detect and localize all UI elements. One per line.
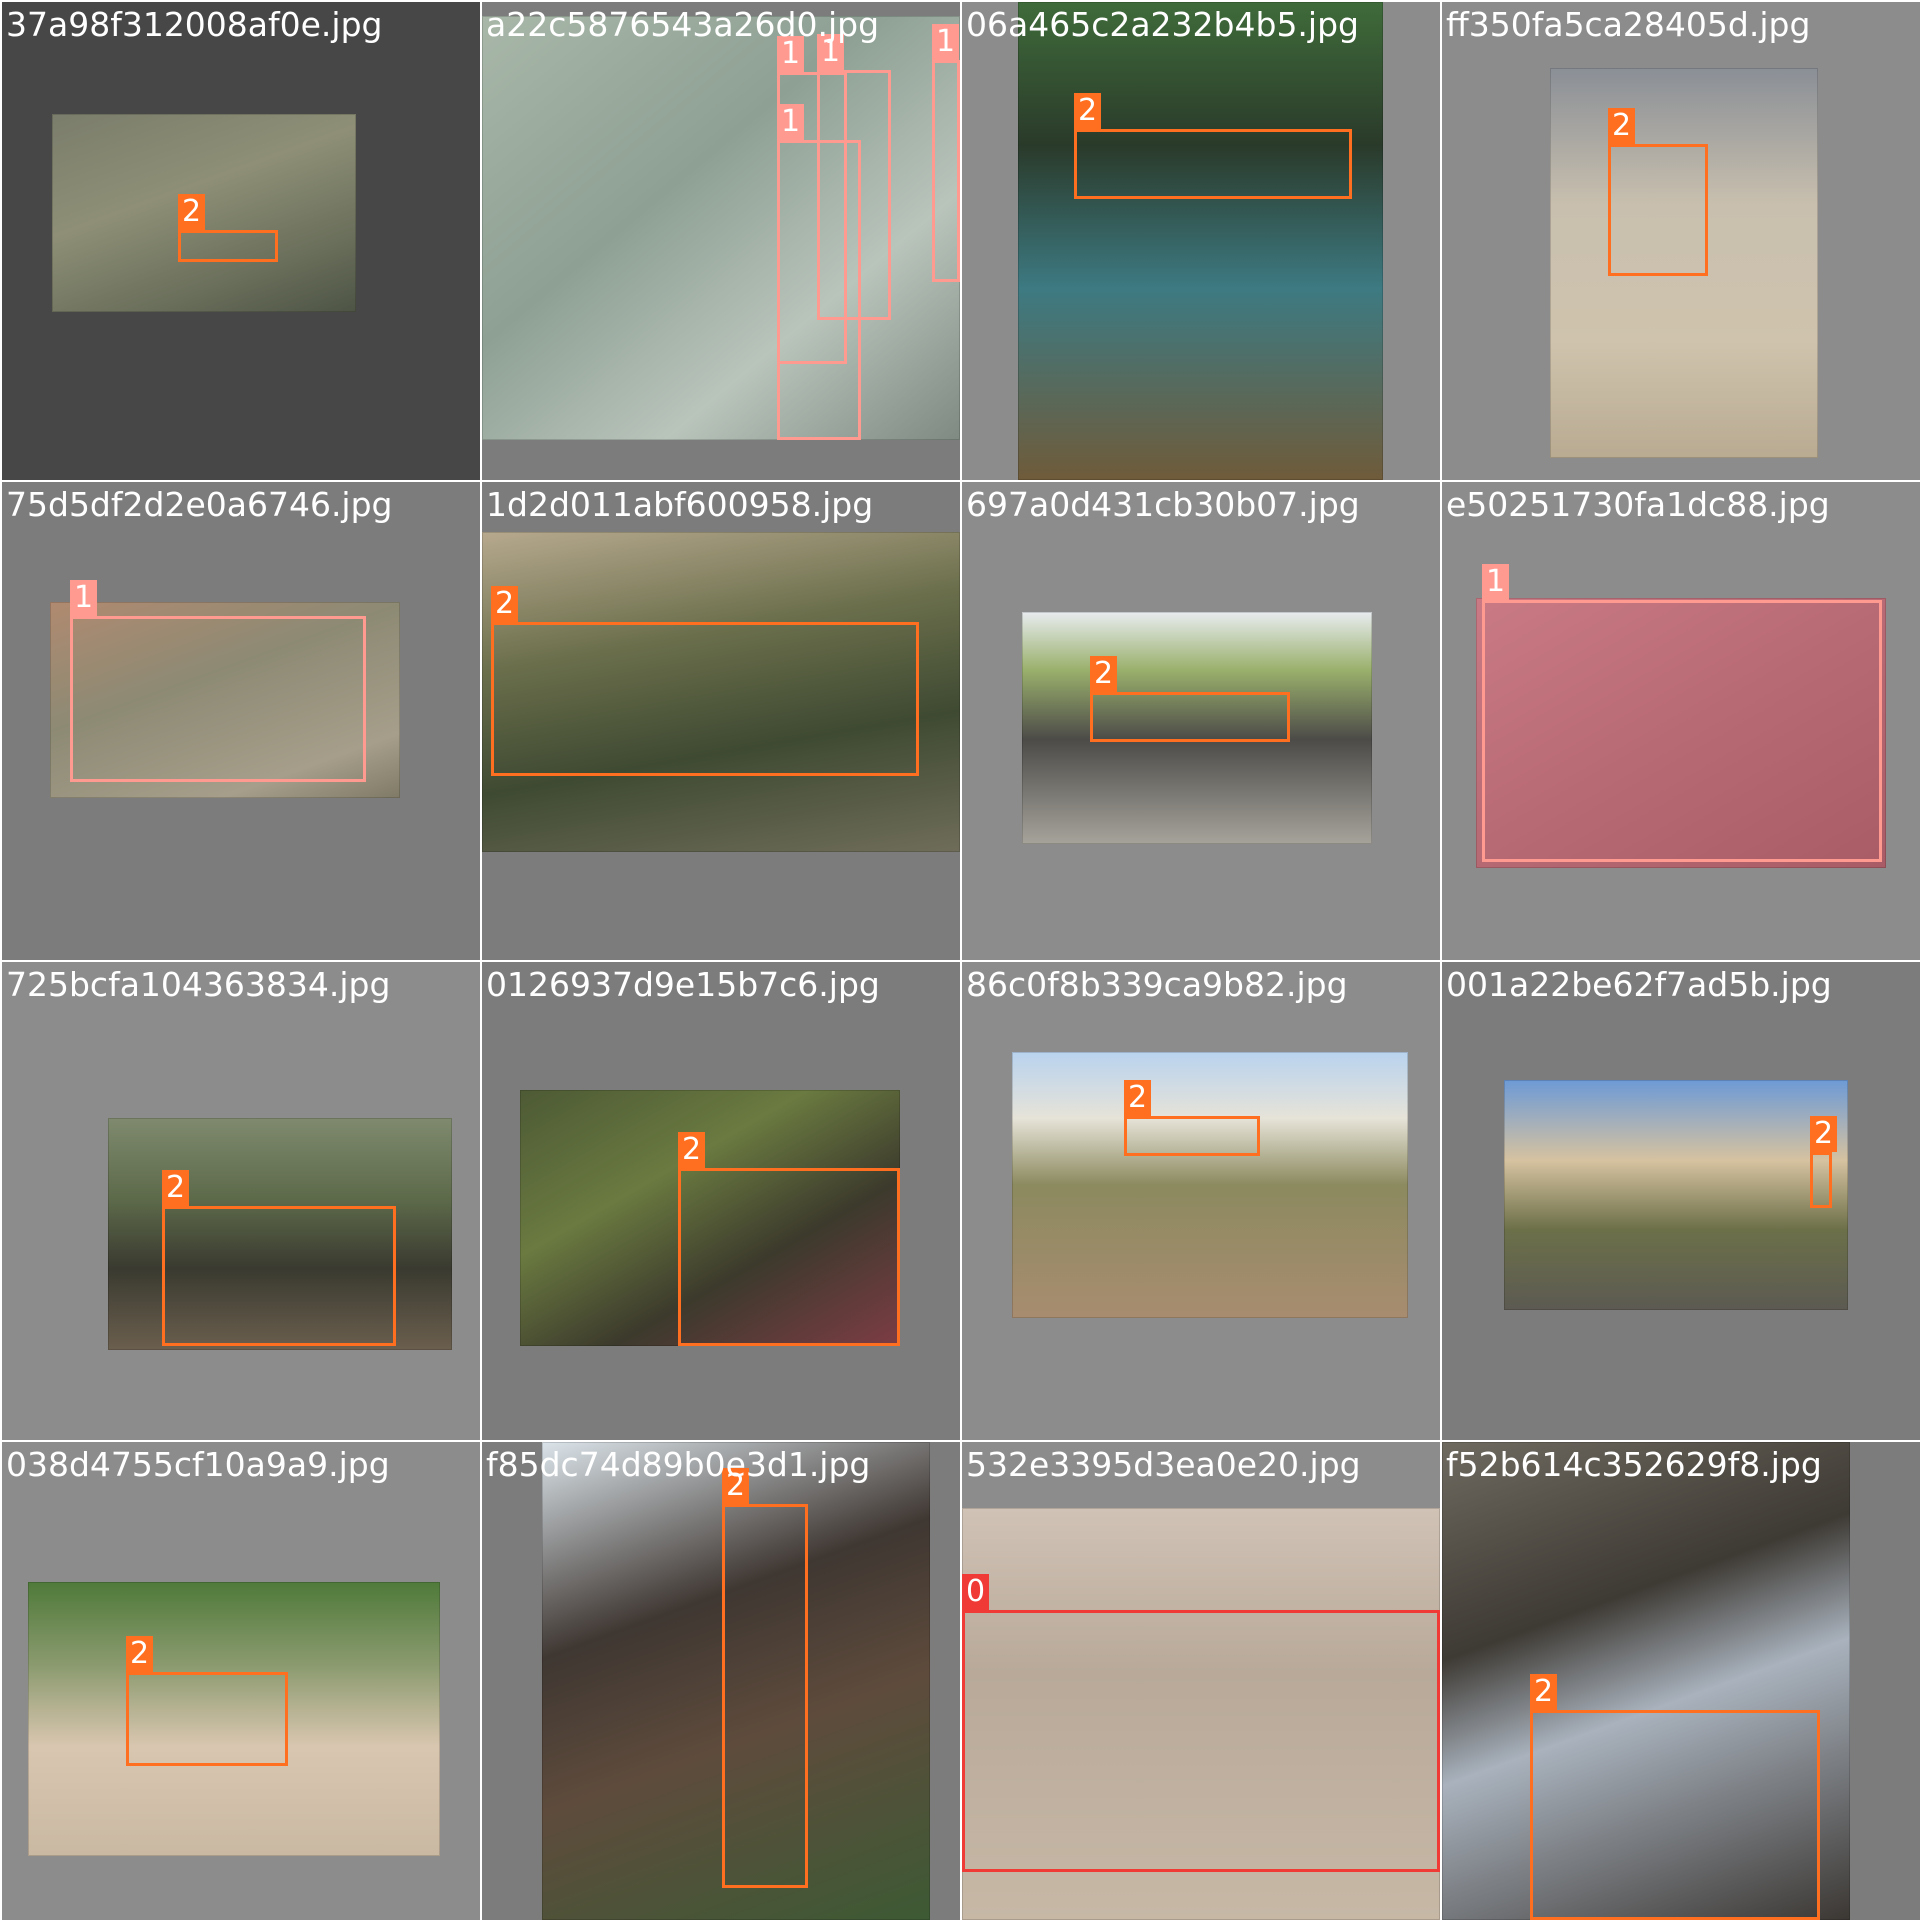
tile-photo xyxy=(1476,598,1886,868)
tile-photo xyxy=(1550,68,1818,458)
image-tile[interactable]: 2 038d4755cf10a9a9.jpg xyxy=(2,1442,480,1920)
class-label: 2 xyxy=(1124,1080,1152,1116)
bounding-box: 2 xyxy=(178,194,278,262)
bounding-box: 0 xyxy=(962,1574,1440,1872)
bounding-box: 1 xyxy=(70,580,366,782)
bounding-box: 2 xyxy=(722,1468,808,1888)
image-tile[interactable]: 2 f52b614c352629f8.jpg xyxy=(1442,1442,1920,1920)
class-label: 1 xyxy=(777,104,805,140)
class-label: 2 xyxy=(722,1468,750,1504)
image-filename: 725bcfa104363834.jpg xyxy=(6,965,391,1004)
class-label: 2 xyxy=(126,1636,154,1672)
tile-photo xyxy=(1442,1442,1850,1920)
image-tile[interactable]: 2 37a98f312008af0e.jpg xyxy=(2,2,480,480)
bounding-box: 2 xyxy=(126,1636,288,1766)
class-label: 1 xyxy=(70,580,98,616)
class-label: 2 xyxy=(1608,108,1636,144)
image-tile[interactable]: 2 725bcfa104363834.jpg xyxy=(2,962,480,1440)
tile-photo xyxy=(520,1090,900,1346)
class-label: 2 xyxy=(178,194,206,230)
image-tile[interactable]: 1 75d5df2d2e0a6746.jpg xyxy=(2,482,480,960)
image-filename: 1d2d011abf600958.jpg xyxy=(486,485,874,524)
tile-photo xyxy=(542,1442,930,1920)
bounding-box: 2 xyxy=(1124,1080,1260,1156)
bounding-box: 2 xyxy=(1810,1116,1838,1208)
tile-photo xyxy=(1018,2,1383,480)
bounding-box: 1 xyxy=(932,24,960,282)
image-filename: a22c5876543a26d0.jpg xyxy=(486,5,880,44)
image-tile[interactable]: 2 0126937d9e15b7c6.jpg xyxy=(482,962,960,1440)
image-filename: 06a465c2a232b4b5.jpg xyxy=(966,5,1359,44)
image-filename: ff350fa5ca28405d.jpg xyxy=(1446,5,1811,44)
class-label: 2 xyxy=(491,586,519,622)
bounding-box: 1 xyxy=(1482,564,1882,862)
bounding-box: 1 xyxy=(817,34,891,320)
bounding-box: 2 xyxy=(678,1132,900,1346)
tile-photo xyxy=(1012,1052,1408,1318)
bounding-box: 2 xyxy=(1090,656,1290,742)
class-label: 2 xyxy=(1090,656,1118,692)
tile-photo xyxy=(28,1582,440,1856)
image-tile[interactable]: 2 001a22be62f7ad5b.jpg xyxy=(1442,962,1920,1440)
class-label: 2 xyxy=(678,1132,706,1168)
class-label: 1 xyxy=(932,24,960,60)
bounding-box: 2 xyxy=(491,586,919,776)
image-tile[interactable]: 2 697a0d431cb30b07.jpg xyxy=(962,482,1440,960)
tile-photo xyxy=(962,1508,1440,1920)
tile-photo xyxy=(482,532,960,852)
bounding-box: 2 xyxy=(162,1170,396,1346)
tile-photo xyxy=(1022,612,1372,844)
tile-photo xyxy=(50,602,400,798)
class-label: 2 xyxy=(1810,1116,1838,1152)
image-filename: 697a0d431cb30b07.jpg xyxy=(966,485,1360,524)
class-label: 2 xyxy=(1074,93,1102,129)
bounding-box: 2 xyxy=(1608,108,1708,276)
class-label: 0 xyxy=(962,1574,990,1610)
image-filename: 0126937d9e15b7c6.jpg xyxy=(486,965,880,1004)
image-tile[interactable]: 1 1 1 1 a22c5876543a26d0.jpg xyxy=(482,2,960,480)
image-tile[interactable]: 0 532e3395d3ea0e20.jpg xyxy=(962,1442,1440,1920)
image-filename: f52b614c352629f8.jpg xyxy=(1446,1445,1822,1484)
tile-photo xyxy=(1504,1080,1848,1310)
image-tile[interactable]: 2 86c0f8b339ca9b82.jpg xyxy=(962,962,1440,1440)
image-tile[interactable]: 2 f85dc74d89b0e3d1.jpg xyxy=(482,1442,960,1920)
image-filename: e50251730fa1dc88.jpg xyxy=(1446,485,1830,524)
image-filename: 37a98f312008af0e.jpg xyxy=(6,5,383,44)
bounding-box: 2 xyxy=(1530,1674,1820,1920)
class-label: 1 xyxy=(777,36,805,72)
class-label: 1 xyxy=(817,34,845,70)
image-filename: 86c0f8b339ca9b82.jpg xyxy=(966,965,1348,1004)
image-tile[interactable]: 1 e50251730fa1dc88.jpg xyxy=(1442,482,1920,960)
image-filename: f85dc74d89b0e3d1.jpg xyxy=(486,1445,871,1484)
class-label: 2 xyxy=(1530,1674,1558,1710)
tile-photo xyxy=(482,16,960,440)
image-tile[interactable]: 2 ff350fa5ca28405d.jpg xyxy=(1442,2,1920,480)
image-filename: 532e3395d3ea0e20.jpg xyxy=(966,1445,1361,1484)
image-filename: 001a22be62f7ad5b.jpg xyxy=(1446,965,1832,1004)
image-tile[interactable]: 2 1d2d011abf600958.jpg xyxy=(482,482,960,960)
image-filename: 038d4755cf10a9a9.jpg xyxy=(6,1445,390,1484)
bounding-box: 1 xyxy=(777,104,861,440)
class-label: 2 xyxy=(162,1170,190,1206)
image-tile[interactable]: 2 06a465c2a232b4b5.jpg xyxy=(962,2,1440,480)
image-filename: 75d5df2d2e0a6746.jpg xyxy=(6,485,393,524)
class-label: 1 xyxy=(1482,564,1510,600)
bounding-box: 2 xyxy=(1074,93,1352,199)
